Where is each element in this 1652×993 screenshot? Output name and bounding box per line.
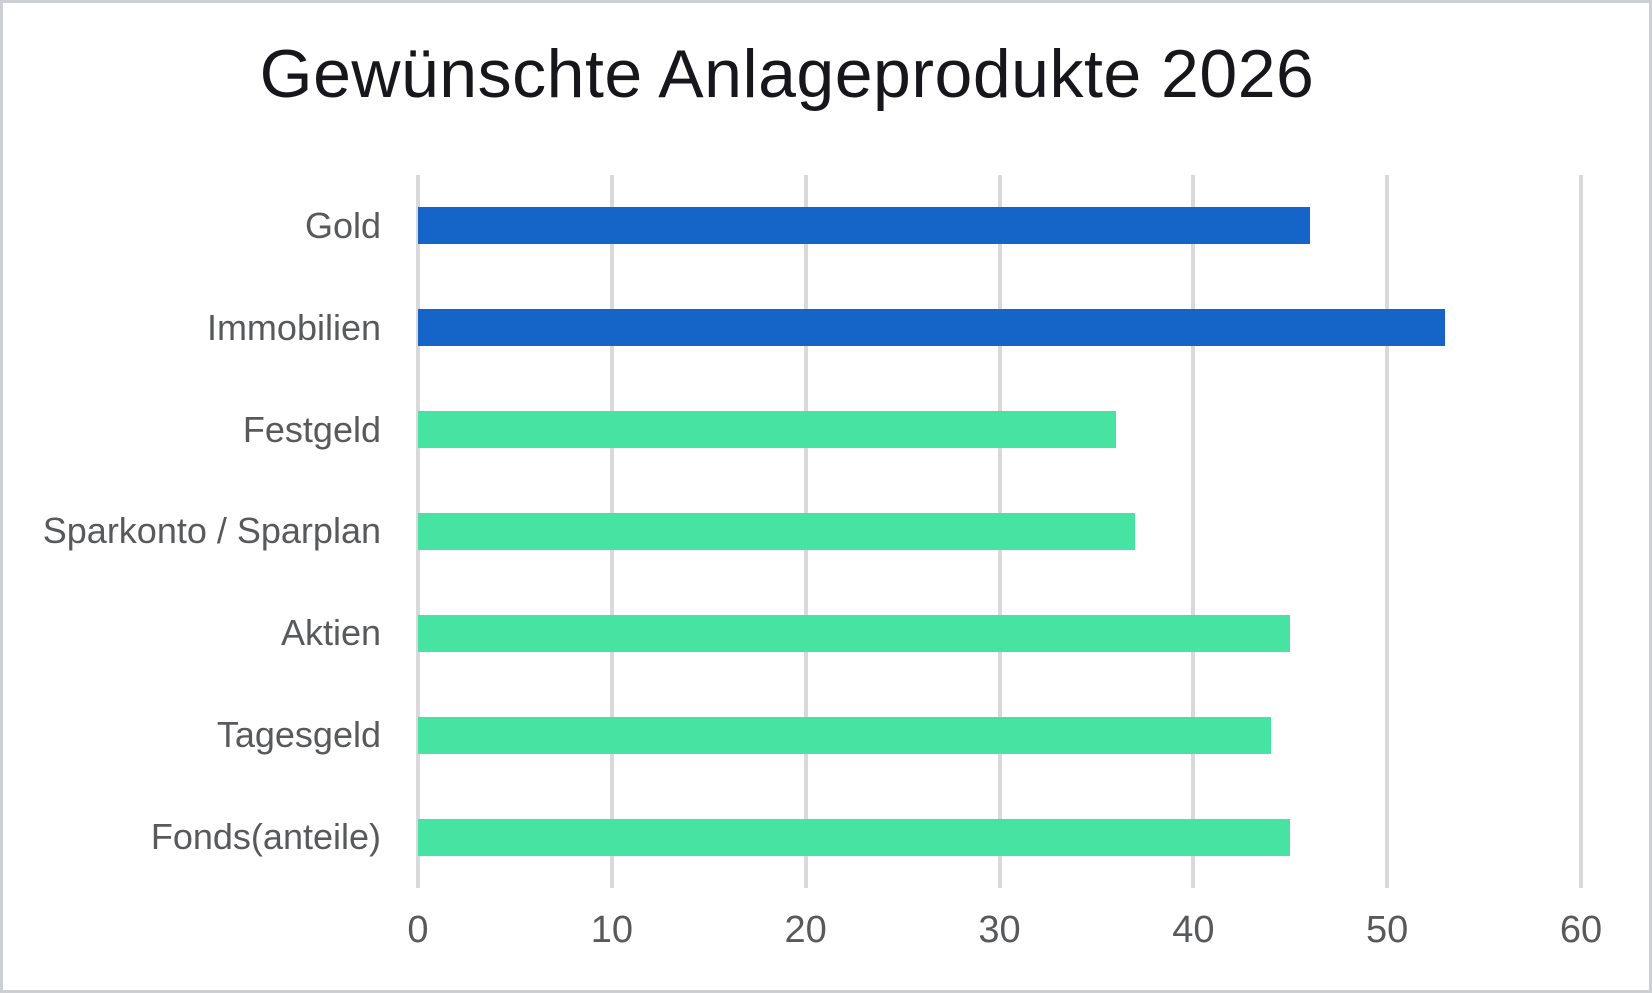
bar-tagesgeld (418, 716, 1271, 754)
bar-fonds-anteile (418, 818, 1291, 856)
x-tick-label-40: 40 (1172, 909, 1215, 951)
x-tick-label-50: 50 (1366, 909, 1409, 951)
plot-area (416, 175, 1583, 888)
gridline-x-50 (1385, 175, 1390, 888)
x-tick-label-10: 10 (590, 909, 633, 951)
x-tick-label-30: 30 (978, 909, 1021, 951)
y-label-fonds-anteile: Fonds(anteile) (150, 816, 381, 858)
y-axis-labels: Gold Immobilien Festgeld Sparkonto / Sparpl… (3, 175, 381, 888)
bar-gold (418, 207, 1310, 245)
y-label-gold: Gold (304, 204, 381, 246)
bar-festgeld (418, 411, 1116, 449)
gridline-x-60 (1579, 175, 1583, 888)
x-tick-label-60: 60 (1559, 909, 1603, 951)
bar-sparkonto-sparplan (418, 513, 1136, 550)
bar-aktien (418, 614, 1291, 652)
y-label-immobilien: Immobilien (206, 306, 381, 348)
x-axis-labels: 0 10 20 30 40 50 60 (407, 909, 1602, 965)
y-label-sparkonto-sparplan: Sparkonto / Sparplan (42, 510, 381, 552)
y-label-tagesgeld: Tagesgeld (216, 714, 381, 756)
x-tick-label-20: 20 (784, 909, 827, 951)
bar-immobilien (418, 309, 1446, 347)
chart-title: Gewünschte Anlageprodukte 2026 (259, 36, 1315, 112)
y-label-festgeld: Festgeld (242, 408, 381, 450)
gridline-x-40 (1191, 175, 1196, 888)
x-tick-label-0: 0 (407, 909, 429, 951)
y-label-aktien: Aktien (280, 612, 381, 654)
